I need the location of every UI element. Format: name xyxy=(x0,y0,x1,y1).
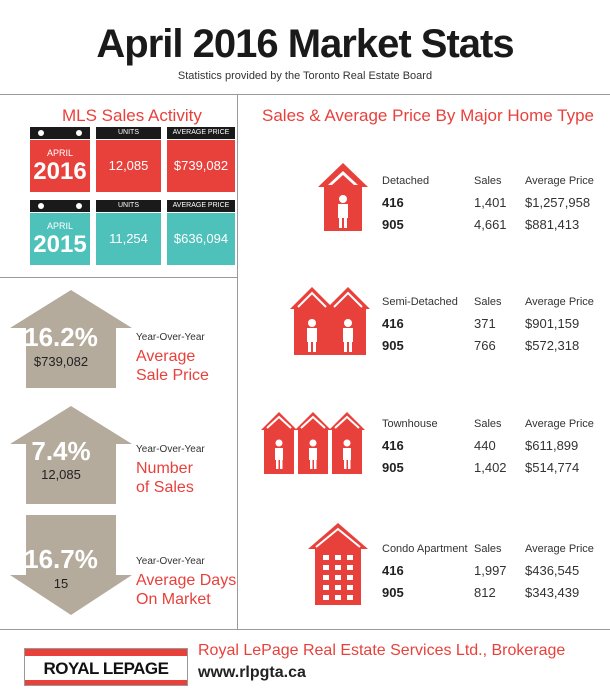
area-code: 416 xyxy=(382,195,404,210)
avg-price-header: Average Price xyxy=(525,296,594,308)
avg-price-value: $636,094 xyxy=(167,213,235,265)
units-value: 11,254 xyxy=(96,213,161,265)
avg-price-header: AVERAGE PRICE xyxy=(167,200,235,212)
sales-header: Sales xyxy=(474,296,502,308)
yoy-line2: On Market xyxy=(136,591,211,608)
type-name: Detached xyxy=(382,175,430,187)
month-year-cell: APRIL 2016 xyxy=(30,140,90,192)
page-title: April 2016 Market Stats xyxy=(96,22,514,66)
area-code: 416 xyxy=(382,438,404,453)
footer-divider xyxy=(0,629,610,630)
area-code: 416 xyxy=(382,316,404,331)
condo-icon xyxy=(308,523,368,605)
month-label: APRIL xyxy=(46,221,73,231)
avg-price-header: Average Price xyxy=(525,543,594,555)
sales-value: 371 xyxy=(474,316,496,331)
yoy-value: $739,082 xyxy=(33,354,89,369)
yoy-label: Year-Over-Year xyxy=(136,332,205,343)
detached-house-icon xyxy=(318,163,368,231)
website-link[interactable]: www.rlpgta.ca xyxy=(198,664,306,681)
sales-value: 440 xyxy=(474,438,496,453)
logo-text: ROYAL LEPAGE xyxy=(43,659,170,678)
tab-strip xyxy=(30,200,90,212)
price-value: $572,318 xyxy=(525,338,580,353)
yoy-line2: of Sales xyxy=(136,479,194,496)
mls-row-2016: UNITS AVERAGE PRICE APRIL 2016 12,085 $7… xyxy=(30,127,235,195)
area-code: 905 xyxy=(382,338,404,353)
page-subtitle: Statistics provided by the Toronto Real … xyxy=(177,70,433,82)
type-name: Semi-Detached xyxy=(382,296,458,308)
tab-strip xyxy=(30,127,90,139)
avg-price-header: Average Price xyxy=(525,418,594,430)
price-value: $901,159 xyxy=(525,316,580,331)
year-label: 2016 xyxy=(33,158,87,185)
mls-row-2015: UNITS AVERAGE PRICE APRIL 2015 11,254 $6… xyxy=(30,200,235,268)
home-types-title: Sales & Average Price By Major Home Type xyxy=(262,106,594,125)
semi-detached-icon xyxy=(290,287,370,355)
down-arrow-icon xyxy=(10,515,132,615)
price-value: $343,439 xyxy=(525,585,580,600)
area-code: 905 xyxy=(382,585,404,600)
townhouse-icon xyxy=(261,412,365,474)
year-label: 2015 xyxy=(33,231,87,258)
area-code: 905 xyxy=(382,460,404,475)
sales-value: 1,402 xyxy=(474,460,507,475)
company-name: Royal LePage Real Estate Services Ltd., … xyxy=(198,642,566,659)
avg-price-header: Average Price xyxy=(525,175,594,187)
units-header: UNITS xyxy=(96,127,161,139)
sales-header: Sales xyxy=(474,175,502,187)
price-value: $611,899 xyxy=(525,438,579,453)
month-label: APRIL xyxy=(46,148,73,158)
up-arrow-icon xyxy=(10,290,132,388)
mls-title: MLS Sales Activity xyxy=(62,106,202,125)
type-name: Condo Apartment xyxy=(382,543,468,555)
yoy-line1: Number xyxy=(136,460,193,477)
yoy-label: Year-Over-Year xyxy=(136,556,205,567)
area-code: 905 xyxy=(382,217,404,232)
price-value: $436,545 xyxy=(525,563,580,578)
up-arrow-icon xyxy=(10,406,132,504)
yoy-value: 12,085 xyxy=(41,467,81,482)
avg-price-header: AVERAGE PRICE xyxy=(167,127,235,139)
units-header: UNITS xyxy=(96,200,161,212)
logo: ROYAL LEPAGE xyxy=(24,648,188,686)
yoy-pct: 7.4% xyxy=(31,436,91,466)
sales-value: 1,997 xyxy=(474,563,507,578)
month-year-cell: APRIL 2015 xyxy=(30,213,90,265)
yoy-line2: Sale Price xyxy=(136,367,209,384)
type-name: Townhouse xyxy=(382,418,438,430)
sales-header: Sales xyxy=(474,543,502,555)
units-value: 12,085 xyxy=(96,140,161,192)
area-code: 416 xyxy=(382,563,404,578)
header-divider xyxy=(0,94,610,95)
column-divider xyxy=(237,94,238,629)
left-section-divider xyxy=(0,277,237,278)
price-value: $1,257,958 xyxy=(525,195,591,210)
avg-price-value: $739,082 xyxy=(167,140,235,192)
yoy-line1: Average Days xyxy=(136,572,237,589)
yoy-pct: 16.7% xyxy=(24,544,98,574)
yoy-label: Year-Over-Year xyxy=(136,444,205,455)
sales-value: 812 xyxy=(474,585,496,600)
price-value: $881,413 xyxy=(525,217,580,232)
sales-header: Sales xyxy=(474,418,502,430)
sales-value: 1,401 xyxy=(474,195,507,210)
price-value: $514,774 xyxy=(525,460,580,475)
sales-value: 766 xyxy=(474,338,496,353)
yoy-pct: 16.2% xyxy=(24,322,98,352)
sales-value: 4,661 xyxy=(474,217,507,232)
yoy-value: 15 xyxy=(53,576,69,591)
yoy-line1: Average xyxy=(136,348,196,365)
